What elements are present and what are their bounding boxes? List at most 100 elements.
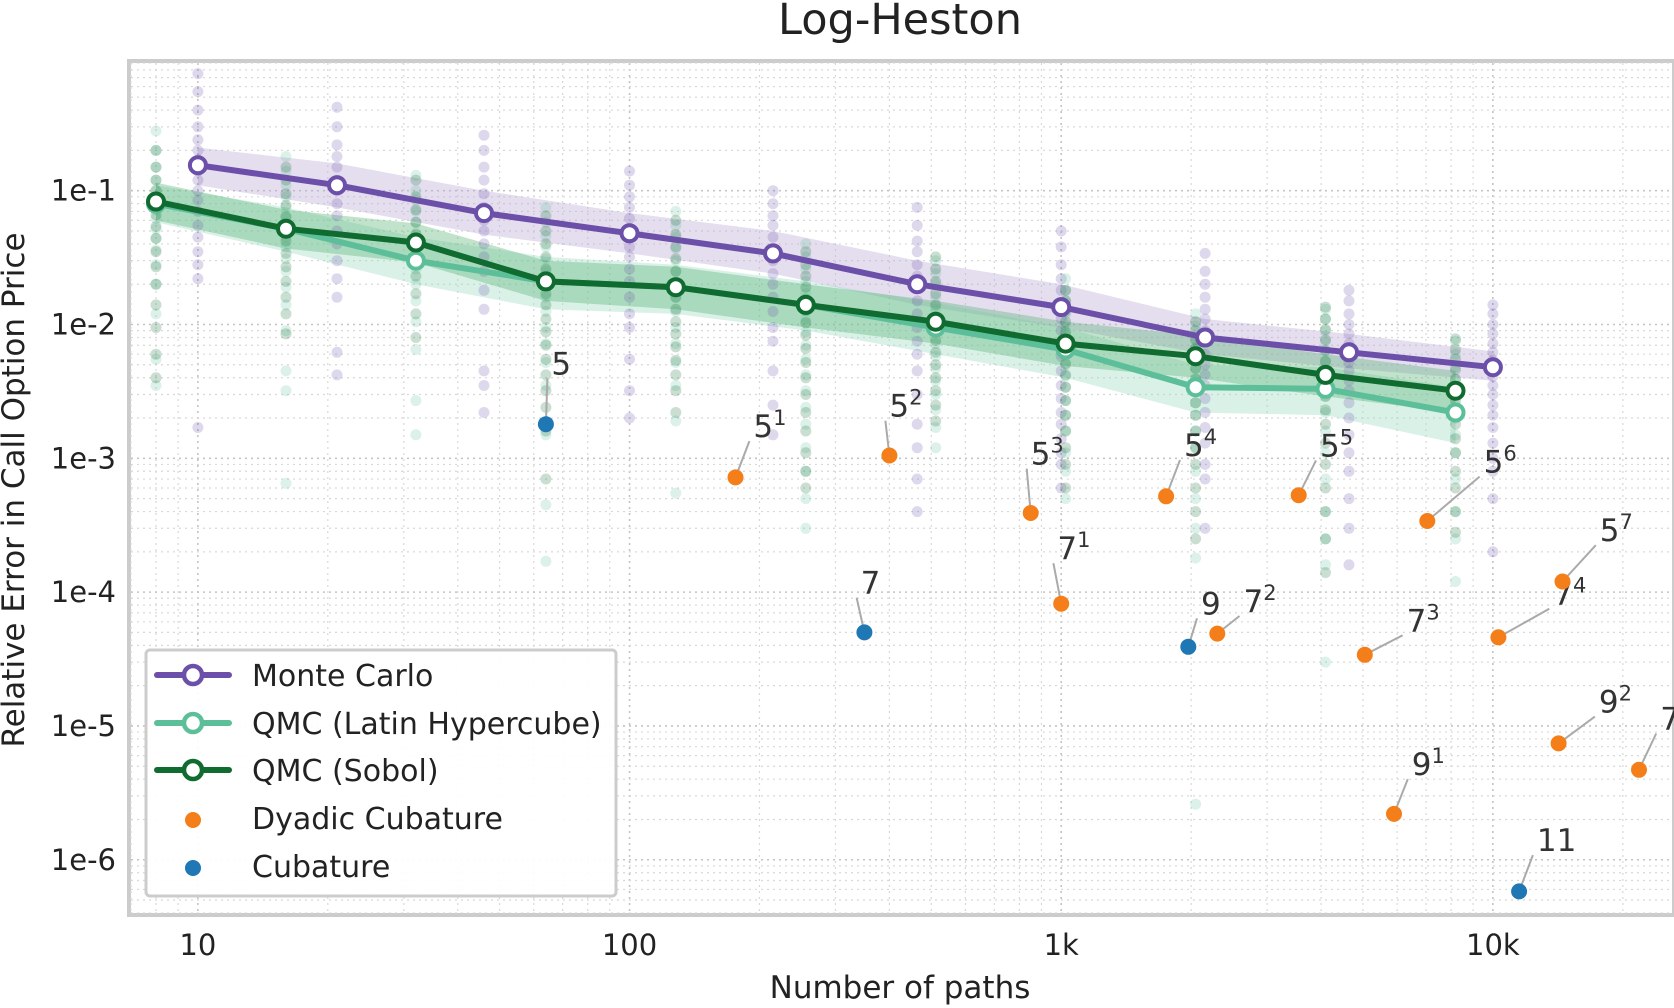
legend-label: QMC (Latin Hypercube) xyxy=(252,707,602,742)
sample-point xyxy=(670,265,682,277)
sample-point xyxy=(1060,358,1072,370)
sample-point xyxy=(670,380,682,391)
cubature-point xyxy=(881,447,898,464)
series-marker xyxy=(276,218,296,239)
sample-point xyxy=(540,225,552,237)
sample-point xyxy=(624,201,635,213)
sample-point xyxy=(540,339,552,351)
sample-point xyxy=(1343,412,1355,424)
sample-point xyxy=(930,268,942,280)
sample-point xyxy=(478,365,490,377)
sample-point xyxy=(280,199,292,211)
sample-point xyxy=(1320,407,1331,418)
annotation-label: 9 xyxy=(1201,586,1221,622)
sample-point xyxy=(1199,265,1211,277)
sample-point xyxy=(1190,442,1202,454)
sample-point xyxy=(911,201,923,213)
sample-point xyxy=(911,235,923,247)
sample-point xyxy=(930,385,942,397)
sample-point xyxy=(1487,493,1499,505)
sample-point xyxy=(624,385,635,397)
sample-point xyxy=(670,303,682,315)
x-tick-label: 10k xyxy=(1466,928,1520,962)
sample-point xyxy=(1199,369,1211,381)
sample-point xyxy=(150,348,162,360)
sample-point xyxy=(192,144,204,156)
sample-point xyxy=(670,243,682,254)
sample-point xyxy=(1199,407,1211,418)
sample-point xyxy=(767,198,779,210)
sample-point xyxy=(1487,399,1499,411)
sample-point xyxy=(1190,506,1202,518)
legend-item-qmc-latin-hypercube: QMC (Latin Hypercube) xyxy=(154,707,602,742)
sample-point xyxy=(1060,425,1072,437)
sample-point xyxy=(800,275,812,287)
cubature-point xyxy=(1356,646,1373,663)
sample-point xyxy=(670,255,682,267)
series-marker xyxy=(1339,342,1359,363)
sample-point xyxy=(150,223,162,235)
sample-point xyxy=(410,185,422,197)
sample-point xyxy=(192,134,204,146)
cubature-point xyxy=(1180,638,1197,655)
sample-point xyxy=(1199,313,1211,325)
sample-point xyxy=(540,230,552,242)
annotation-label: 92 xyxy=(1599,682,1632,721)
sample-point xyxy=(150,144,162,156)
series-marker xyxy=(405,232,426,253)
sample-point xyxy=(280,165,292,177)
sample-point xyxy=(1199,393,1211,404)
sample-point xyxy=(1190,425,1202,437)
sample-point xyxy=(800,281,812,293)
sample-point xyxy=(410,204,422,216)
sample-point xyxy=(1060,284,1072,296)
sample-point xyxy=(1055,241,1067,253)
sample-point xyxy=(540,380,552,391)
sample-point xyxy=(1055,259,1067,271)
sample-point xyxy=(192,259,204,271)
sample-point xyxy=(1320,323,1331,335)
sample-point xyxy=(624,251,635,263)
sample-point xyxy=(767,335,779,347)
series-marker xyxy=(1185,346,1206,367)
sample-point xyxy=(478,174,490,186)
sample-point xyxy=(1343,465,1355,477)
sample-point xyxy=(1190,493,1202,505)
sample-point xyxy=(280,247,292,259)
sample-point xyxy=(1450,433,1461,445)
x-tick-label: 100 xyxy=(602,928,657,962)
sample-point xyxy=(930,291,942,303)
sample-point xyxy=(478,161,490,173)
sample-point xyxy=(1055,393,1067,404)
sample-point xyxy=(670,316,682,328)
sample-point xyxy=(800,401,812,413)
sample-point xyxy=(670,415,682,427)
sample-point xyxy=(410,395,422,407)
sample-point xyxy=(331,198,343,210)
sample-point xyxy=(800,372,812,384)
series-marker xyxy=(1445,380,1466,401)
y-tick-label: 1e-6 xyxy=(51,843,116,877)
sample-point xyxy=(767,306,779,317)
sample-point xyxy=(1190,316,1202,328)
sample-point xyxy=(1320,482,1331,494)
cubature-point xyxy=(727,469,744,486)
sample-point xyxy=(1190,522,1202,534)
sample-point xyxy=(1190,482,1202,494)
cubature-point xyxy=(1419,513,1436,529)
sample-point xyxy=(478,284,490,296)
sample-point xyxy=(670,357,682,368)
sample-point xyxy=(670,253,682,265)
sample-point xyxy=(1487,452,1499,464)
sample-point xyxy=(1343,319,1355,330)
sample-point xyxy=(410,205,422,217)
sample-point xyxy=(911,506,923,518)
sample-point xyxy=(1487,308,1499,320)
series-marker xyxy=(665,277,686,298)
sample-point xyxy=(331,291,343,303)
sample-point xyxy=(1343,559,1355,571)
sample-point xyxy=(1450,447,1461,459)
sample-point xyxy=(1055,407,1067,418)
sample-point xyxy=(280,235,292,247)
